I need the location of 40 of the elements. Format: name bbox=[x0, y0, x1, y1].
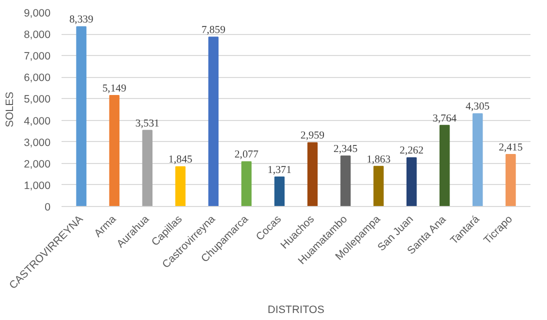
y-tick-label: 4,000 bbox=[24, 115, 51, 128]
y-tick-label: 7,000 bbox=[24, 50, 51, 63]
data-label: 4,305 bbox=[466, 102, 490, 113]
bar bbox=[373, 166, 384, 206]
data-label: 2,262 bbox=[400, 146, 424, 157]
y-tick-label: 3,000 bbox=[24, 136, 51, 149]
data-label: 2,345 bbox=[334, 144, 358, 155]
bar bbox=[307, 142, 318, 206]
data-label: 1,845 bbox=[168, 154, 192, 166]
bar bbox=[506, 154, 516, 206]
y-tick-label: 9,000 bbox=[24, 8, 51, 20]
data-label: 5,149 bbox=[102, 84, 126, 95]
y-tick-label: 0 bbox=[44, 202, 51, 214]
bar bbox=[241, 161, 252, 206]
y-tick-label: 1,000 bbox=[24, 180, 51, 192]
bar bbox=[208, 36, 219, 206]
bar bbox=[472, 113, 483, 206]
data-label: 7,859 bbox=[201, 25, 226, 36]
bar bbox=[76, 26, 86, 206]
y-tick-label: 5,000 bbox=[24, 94, 51, 106]
y-axis-title: SOLES bbox=[4, 92, 16, 128]
bar bbox=[440, 124, 450, 206]
y-tick-label: 6,000 bbox=[24, 72, 51, 84]
bar bbox=[109, 95, 120, 206]
data-label: 2,415 bbox=[498, 142, 523, 154]
data-label: 2,959 bbox=[300, 130, 325, 142]
bar bbox=[175, 166, 186, 206]
bar bbox=[340, 155, 351, 206]
data-label: 8,339 bbox=[69, 14, 94, 26]
bar bbox=[274, 176, 285, 206]
data-label: 1,371 bbox=[268, 164, 292, 176]
data-label: 3,531 bbox=[135, 118, 160, 130]
y-tick-label: 2,000 bbox=[24, 158, 51, 170]
bar bbox=[406, 157, 417, 206]
data-label: 1,863 bbox=[366, 154, 391, 166]
y-tick-label: 8,000 bbox=[24, 29, 51, 42]
data-label: 2,077 bbox=[234, 150, 260, 161]
data-label: 3,764 bbox=[432, 113, 458, 124]
x-axis-title: DISTRITOS bbox=[268, 304, 324, 316]
bar bbox=[142, 130, 152, 206]
